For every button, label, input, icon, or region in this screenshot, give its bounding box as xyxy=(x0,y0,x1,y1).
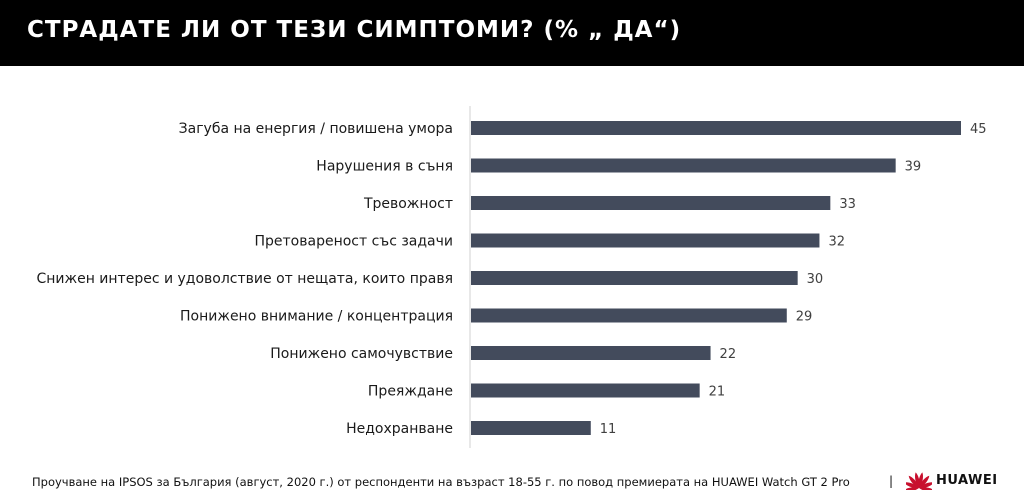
value-label: 33 xyxy=(839,197,856,212)
value-label: 11 xyxy=(600,422,617,437)
footer-separator: | xyxy=(889,474,894,488)
value-label: 21 xyxy=(709,385,726,400)
logo-petal xyxy=(919,487,932,490)
bar xyxy=(471,346,711,360)
bar-chart: Загуба на енергия / повишена умора 45 Нару… xyxy=(0,66,1024,466)
logo-petal xyxy=(906,487,919,490)
category-label: Претовареност със задачи xyxy=(255,234,454,250)
category-label: Понижено самочувствие xyxy=(270,346,453,362)
bar xyxy=(471,308,787,323)
value-label: 39 xyxy=(905,160,922,175)
value-label: 22 xyxy=(720,347,737,362)
category-label: Недохранване xyxy=(346,421,453,437)
bar xyxy=(471,271,798,285)
bar xyxy=(471,383,700,398)
logo-petal xyxy=(919,475,930,488)
value-label: 45 xyxy=(970,122,987,137)
logo-petal xyxy=(918,472,923,488)
bar-chart-svg: Загуба на енергия / повишена умора 45 Нару… xyxy=(36,106,987,448)
bar xyxy=(471,158,896,173)
logo-petal xyxy=(915,472,920,488)
brand-name: HUAWEI xyxy=(936,472,998,488)
category-label: Преяждане xyxy=(368,384,453,400)
bar xyxy=(471,233,820,248)
category-label: Тревожност xyxy=(363,196,453,212)
value-label: 29 xyxy=(796,310,813,325)
footer-note: Проучване на IPSOS за България (август, … xyxy=(32,475,850,489)
value-label: 30 xyxy=(807,272,824,287)
category-label: Загуба на енергия / повишена умора xyxy=(179,121,453,137)
bar xyxy=(471,121,961,135)
bar xyxy=(471,196,831,210)
header-bar: СТРАДАТЕ ЛИ ОТ ТЕЗИ СИМПТОМИ? (% „ ДА“) xyxy=(0,0,1024,66)
logo-petal xyxy=(906,482,919,489)
page-title: СТРАДАТЕ ЛИ ОТ ТЕЗИ СИМПТОМИ? (% „ ДА“) xyxy=(27,17,682,43)
category-label: Понижено внимание / концентрация xyxy=(180,309,453,325)
huawei-petal-logo-icon xyxy=(906,472,932,490)
category-label: Нарушения в съня xyxy=(316,159,453,175)
value-label: 32 xyxy=(828,235,845,250)
category-label: Снижен интерес и удоволствие от нещата, … xyxy=(36,271,453,287)
logo-petal xyxy=(908,475,919,488)
logo-petal xyxy=(919,482,932,489)
bar xyxy=(471,421,591,435)
huawei-logo: HUAWEI xyxy=(906,470,998,490)
